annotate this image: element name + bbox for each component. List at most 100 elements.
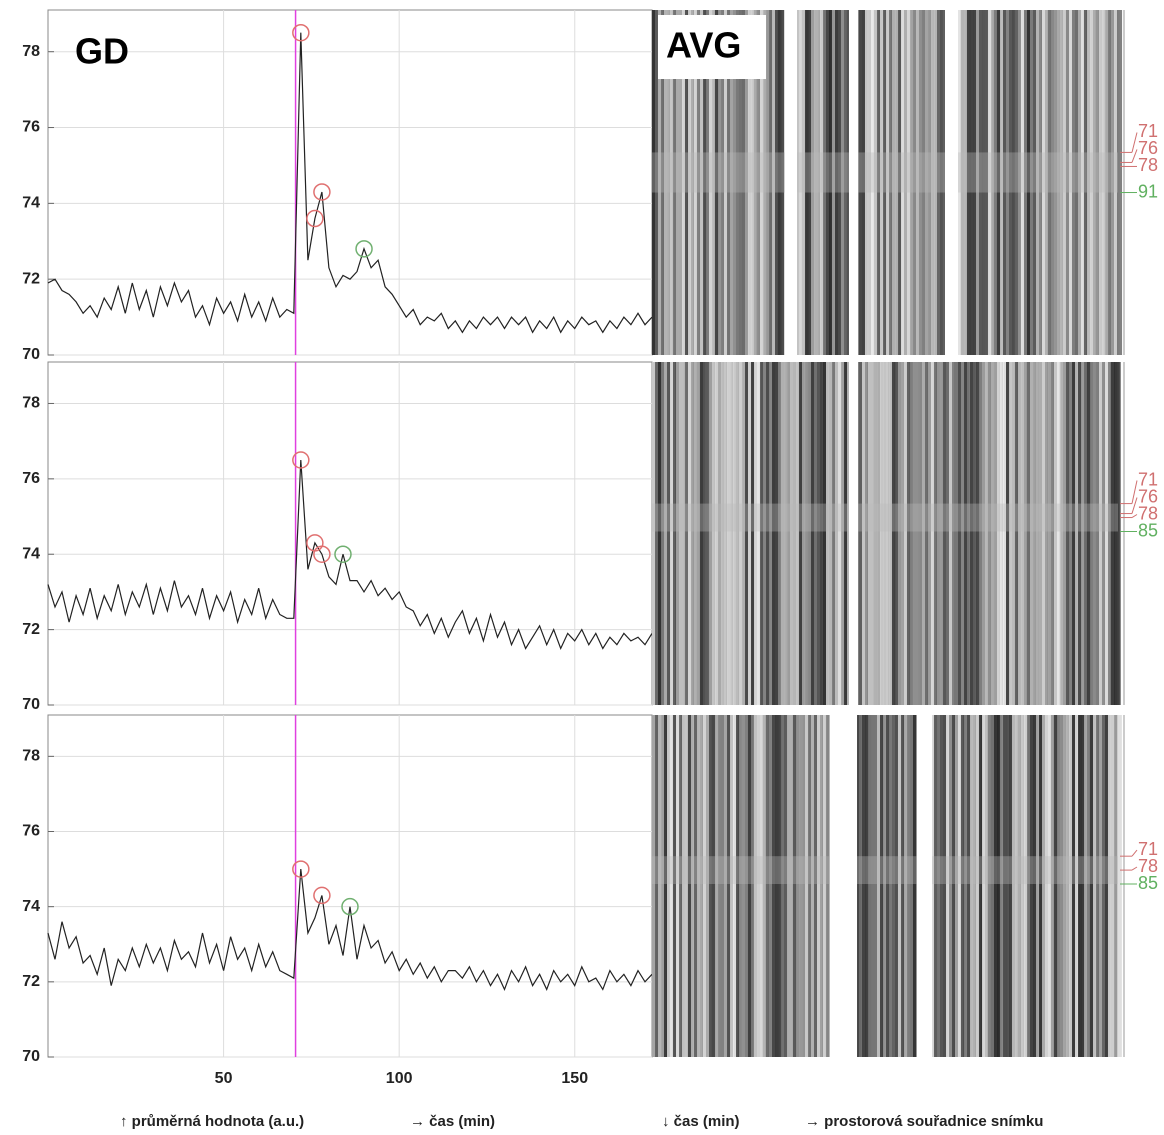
kymograph-stripe: [856, 715, 862, 1057]
plot-frame: [47, 361, 653, 706]
kymograph-stripe: [1030, 362, 1035, 705]
kymograph-stripe: [1036, 362, 1040, 705]
kymograph-stripe: [949, 362, 954, 705]
kymograph-stripe: [709, 715, 715, 1057]
kymograph-stripe: [1087, 362, 1092, 705]
kymograph-stripe: [874, 362, 878, 705]
kymograph-stripe: [922, 362, 928, 705]
kymograph-stripe: [976, 715, 981, 1057]
kymograph-stripe: [877, 10, 883, 355]
kymograph-stripe: [1000, 715, 1005, 1057]
kymograph-gap: [785, 10, 797, 355]
kymograph-band: [652, 856, 1118, 885]
peak-marker: [313, 183, 331, 201]
kymograph-stripe: [895, 362, 899, 705]
kymograph-stripe: [901, 10, 907, 355]
kymograph-stripe: [943, 715, 948, 1057]
kymograph-stripe: [1093, 362, 1098, 705]
kymograph-stripe: [784, 715, 788, 1057]
x-tick-label: 100: [386, 1070, 413, 1087]
kymograph-stripe: [982, 10, 988, 355]
kymograph-stripe: [991, 10, 997, 355]
kymograph-stripe: [778, 362, 784, 705]
plot-frame: [47, 714, 653, 1058]
kymograph-stripe: [652, 715, 656, 1057]
kymograph-stripe: [955, 362, 959, 705]
kymograph-stripe: [658, 715, 662, 1057]
kymograph-stripe: [934, 715, 938, 1057]
y-tick-label: 76: [22, 470, 40, 487]
kymograph-stripe: [772, 715, 776, 1057]
kymograph-stripe: [1042, 715, 1048, 1057]
kymograph-stripe: [1048, 10, 1053, 355]
kymograph-stripe: [703, 362, 708, 705]
kymograph-stripe: [781, 362, 786, 705]
kymograph-stripe: [817, 362, 822, 705]
kymograph-stripe: [667, 10, 672, 355]
kymograph-stripe: [952, 715, 958, 1057]
y-tick-label: 72: [22, 621, 40, 638]
kymograph-stripe: [913, 10, 918, 355]
kymograph-stripe: [655, 715, 659, 1057]
kymograph-stripe: [682, 10, 688, 355]
kymograph-stripe: [817, 10, 821, 355]
kymograph-stripe: [727, 715, 731, 1057]
kymograph-band: [652, 503, 1118, 532]
kymograph-stripe: [1081, 715, 1086, 1057]
kymograph-stripe: [1096, 362, 1101, 705]
kymograph-stripe: [1000, 10, 1006, 355]
kymograph-stripe: [664, 10, 669, 355]
kymograph-stripe: [1060, 715, 1065, 1057]
panel-title: GD: [75, 31, 129, 72]
kymograph-stripe: [937, 362, 942, 705]
kymograph-stripe: [697, 715, 703, 1057]
kymograph-stripe: [742, 715, 748, 1057]
kymograph-stripe: [1045, 10, 1050, 355]
kymograph-stripe: [1102, 362, 1108, 705]
kymograph-stripe: [1030, 10, 1034, 355]
kymograph-stripe: [946, 362, 951, 705]
kymograph-stripe: [1051, 10, 1056, 355]
peak-marker: [355, 240, 373, 258]
kymograph-stripe: [661, 362, 665, 705]
kymograph-stripe: [1039, 362, 1045, 705]
kymograph-stripe: [973, 362, 977, 705]
kymograph-stripe: [748, 10, 753, 355]
kymograph-stripe: [1108, 715, 1112, 1057]
kymograph-stripe: [988, 715, 994, 1057]
kymograph-stripe: [931, 362, 936, 705]
kymograph-stripe: [811, 715, 817, 1057]
kymograph-stripe: [1012, 10, 1016, 355]
kymograph-stripe: [1114, 362, 1120, 705]
kymograph-stripe: [691, 10, 696, 355]
kymograph-stripe: [808, 362, 812, 705]
kymograph-stripe: [871, 362, 877, 705]
kymograph-stripe: [1024, 715, 1029, 1057]
kymo-tick-label: 71: [1138, 121, 1158, 141]
kymograph-stripe: [883, 10, 888, 355]
kymograph-stripe: [832, 362, 838, 705]
kymograph-stripe: [1060, 362, 1066, 705]
kymograph-stripe: [1042, 362, 1048, 705]
peak-marker: [292, 23, 310, 42]
kymograph-stripe: [805, 715, 810, 1057]
kymograph-stripe: [703, 715, 709, 1057]
kymograph-stripe: [826, 10, 831, 355]
kymograph-stripe: [802, 362, 807, 705]
kymo-tick-leader: [1131, 497, 1138, 514]
peak-marker: [292, 860, 310, 878]
kymograph-band: [652, 152, 1118, 193]
kymograph-stripe: [880, 10, 885, 355]
kymograph-stripe: [712, 715, 717, 1057]
kymograph-stripe: [1036, 10, 1042, 355]
kymograph-stripe: [1111, 362, 1115, 705]
kymograph-stripe: [1057, 362, 1061, 705]
kymograph-stripe: [826, 715, 831, 1057]
kymograph-stripe: [964, 10, 970, 355]
kymograph-stripe: [1081, 10, 1087, 355]
kymograph-stripe: [913, 715, 917, 1057]
kymograph-stripe: [934, 10, 938, 355]
kymograph-stripe: [952, 362, 957, 705]
kymograph-stripe: [940, 10, 946, 355]
kymograph-stripe: [859, 715, 865, 1057]
